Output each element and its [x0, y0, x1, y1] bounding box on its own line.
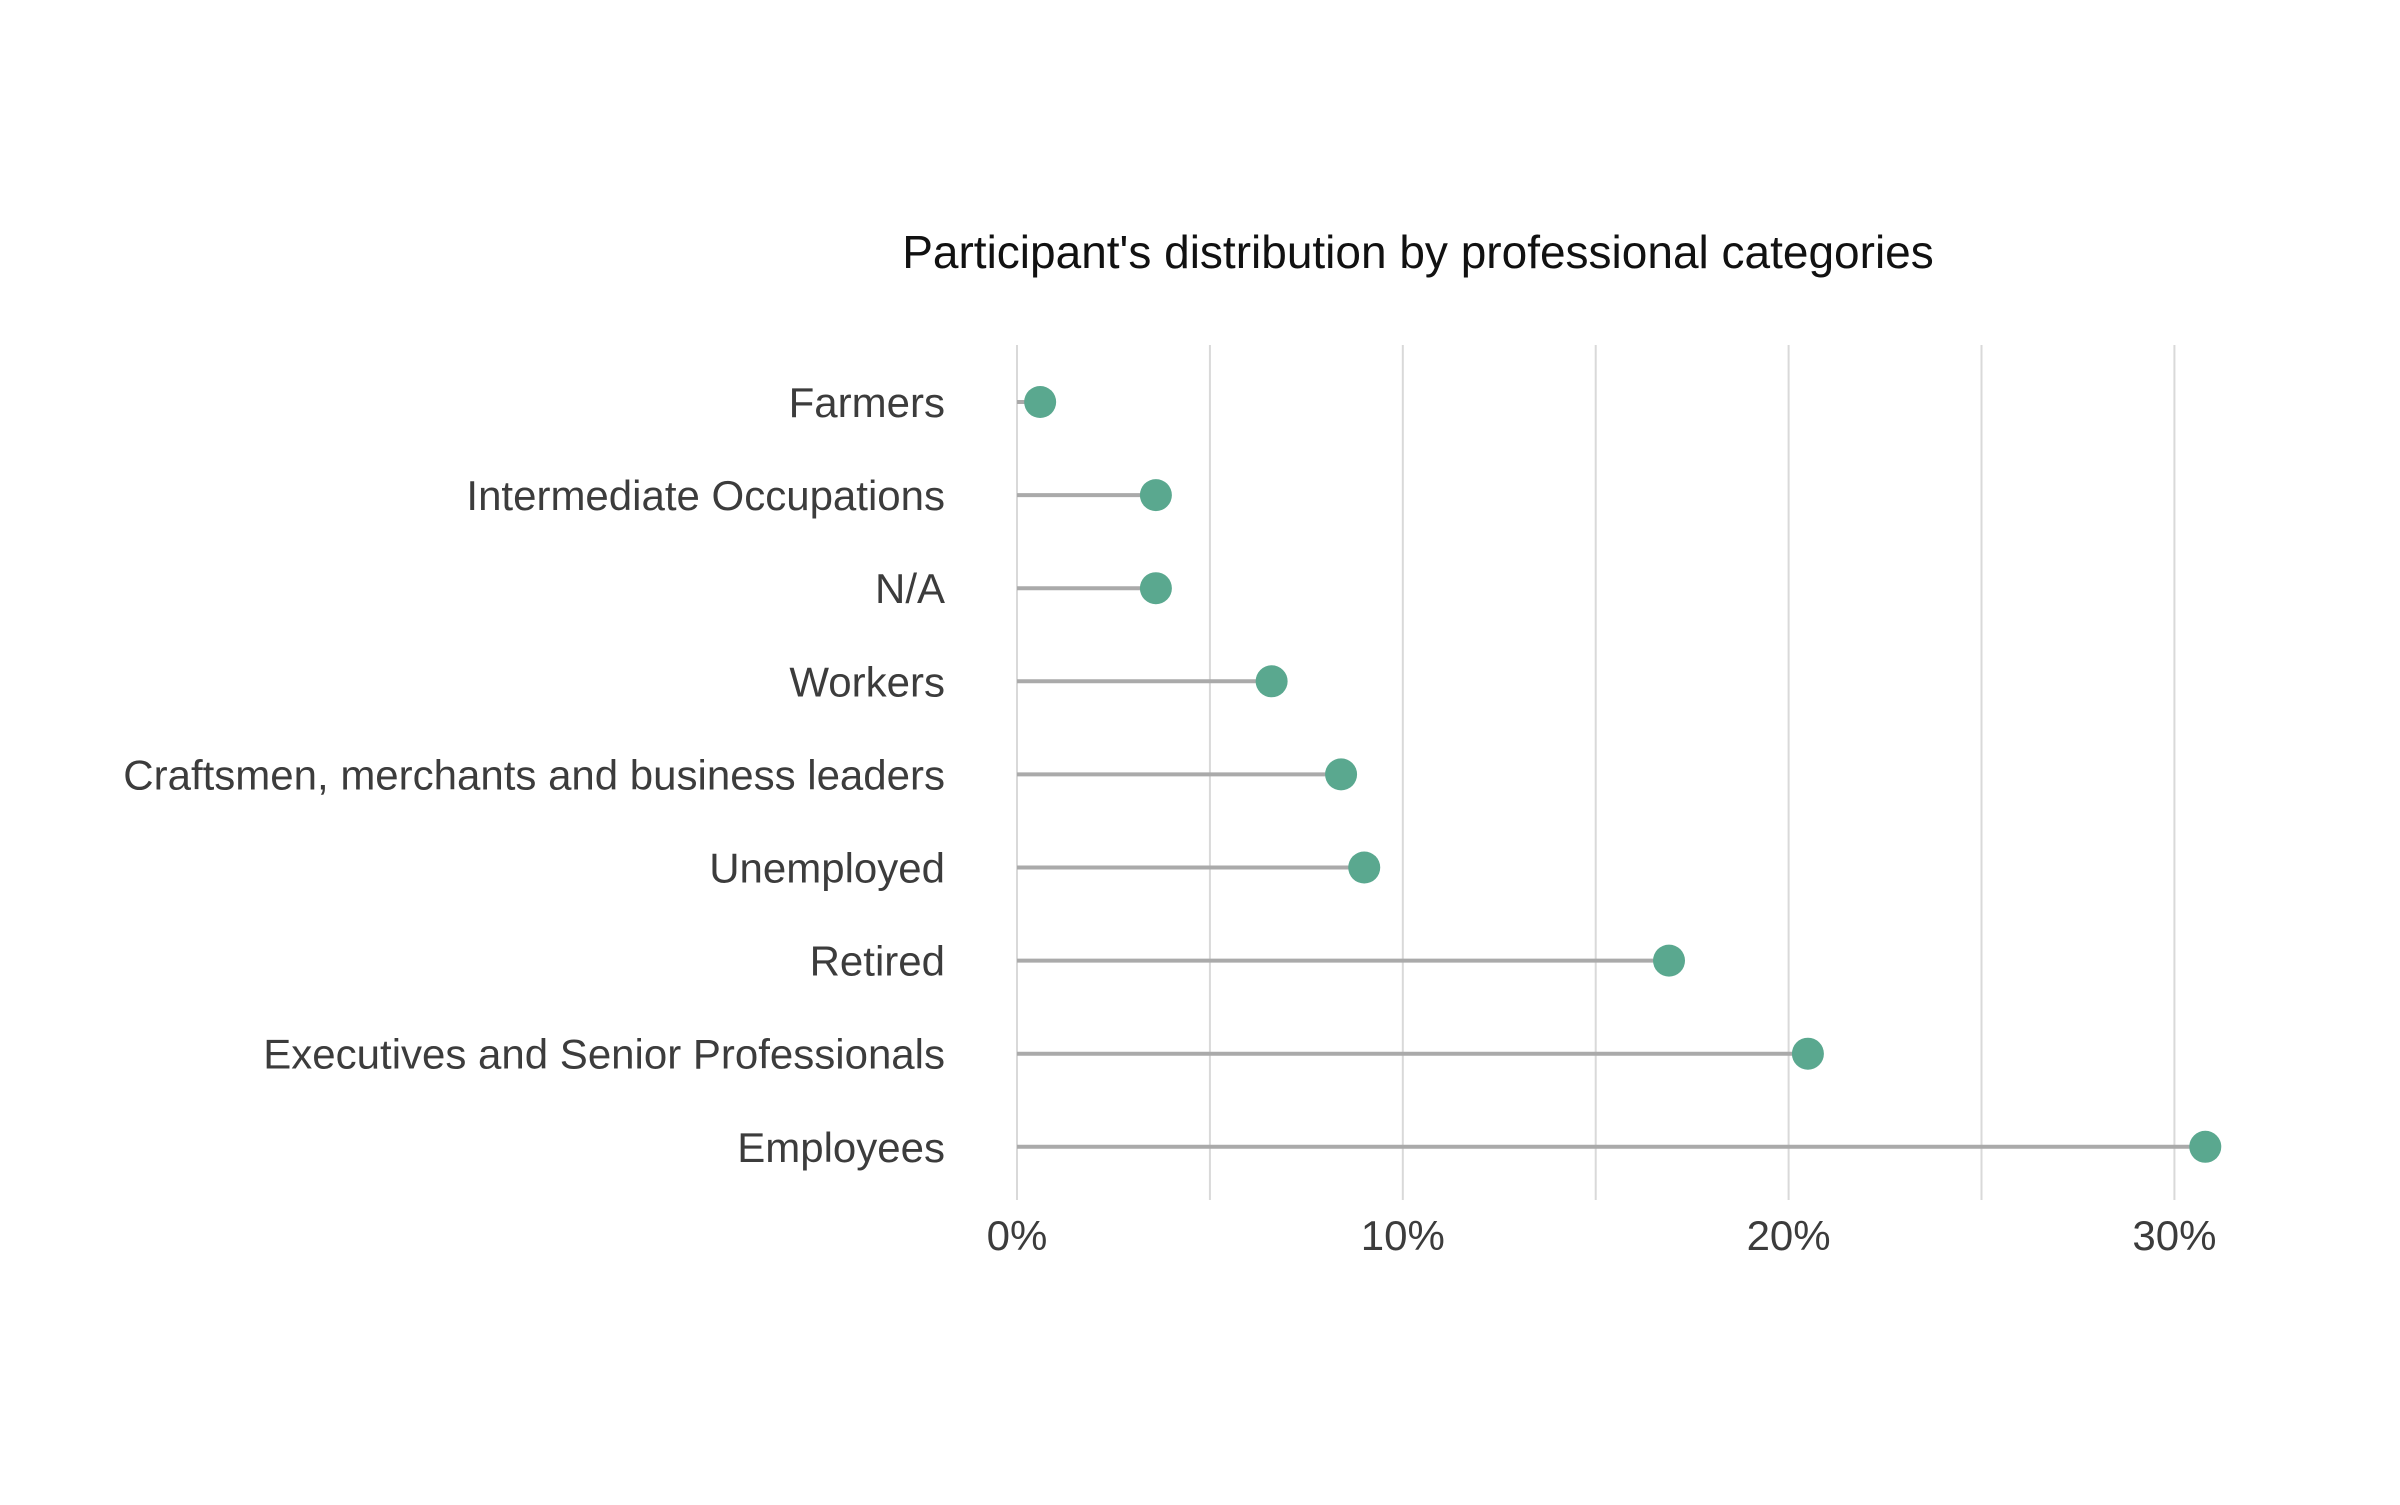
category-label: Employees	[737, 1124, 945, 1171]
category-label: Workers	[789, 658, 945, 705]
data-point	[1139, 572, 1172, 605]
stems	[1017, 400, 2206, 1149]
data-point	[1024, 386, 1057, 418]
chart-title: Participant's distribution by profession…	[902, 226, 1934, 278]
data-point	[1139, 479, 1172, 512]
x-tick-label: 10%	[1361, 1212, 1445, 1259]
category-labels: Farmers Intermediate Occupations N/A Worker…	[123, 379, 945, 1171]
category-label: Craftsmen, merchants and business leader…	[123, 751, 945, 798]
category-label: Farmers	[789, 379, 945, 426]
data-points	[1024, 386, 2222, 1163]
data-point	[1348, 851, 1381, 884]
x-axis-tick-labels: 0% 10% 20% 30%	[987, 1212, 2217, 1259]
data-point	[2189, 1130, 2222, 1163]
x-tick-label: 0%	[987, 1212, 1048, 1259]
category-label: N/A	[875, 565, 945, 612]
category-label: Intermediate Occupations	[466, 472, 945, 519]
x-tick-label: 30%	[2132, 1212, 2216, 1259]
data-point	[1791, 1037, 1824, 1070]
gridlines	[1016, 345, 2176, 1200]
data-point	[1653, 944, 1686, 977]
category-label: Retired	[810, 938, 945, 985]
x-tick-label: 20%	[1747, 1212, 1831, 1259]
data-point	[1255, 665, 1288, 698]
data-point	[1325, 758, 1358, 791]
category-label: Unemployed	[709, 845, 945, 892]
category-label: Executives and Senior Professionals	[263, 1031, 945, 1078]
